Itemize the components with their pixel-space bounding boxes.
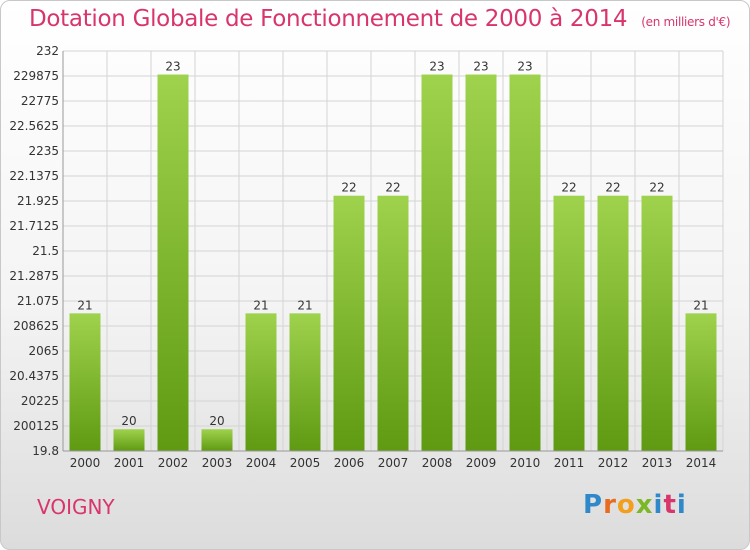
x-tick-label: 2006: [334, 456, 365, 470]
bar: [377, 195, 409, 451]
data-label: 23: [429, 60, 444, 74]
bar: [113, 429, 145, 451]
chart-title: Dotation Globale de Fonctionnement de 20…: [29, 6, 731, 32]
y-tick-label: 21.5: [32, 244, 59, 258]
data-label: 22: [649, 181, 664, 195]
bars: 21 20 23 20 21 21 22 22 23 23 23 22 22 22 21: [69, 60, 717, 451]
y-tick-label: 229875: [13, 69, 59, 83]
x-tick-label: 2007: [378, 456, 409, 470]
commune-name: VOIGNY: [37, 495, 115, 519]
x-tick-label: 2003: [202, 456, 233, 470]
bar: [157, 74, 189, 451]
data-label: 23: [517, 60, 532, 74]
x-tick-label: 2011: [554, 456, 585, 470]
x-tick-label: 2004: [246, 456, 277, 470]
x-tick-label: 2005: [290, 456, 321, 470]
bar: [245, 313, 277, 451]
y-tick-label: 21.2875: [9, 269, 59, 283]
bar: [509, 74, 541, 451]
x-tick-label: 2000: [70, 456, 101, 470]
x-tick-label: 2014: [686, 456, 717, 470]
y-tick-label: 19.8: [32, 444, 59, 458]
chart-title-text: Dotation Globale de Fonctionnement de 20…: [29, 6, 628, 32]
y-tick-label: 200125: [13, 419, 59, 433]
x-tick-label: 2012: [598, 456, 629, 470]
y-tick-label: 2235: [28, 144, 59, 158]
data-label: 20: [209, 414, 224, 428]
y-tick-label: 22.5625: [9, 119, 59, 133]
y-tick-label: 20225: [21, 394, 59, 408]
logo-letter: P: [583, 490, 604, 520]
bar: [553, 195, 585, 451]
bar: [685, 313, 717, 451]
y-tick-label: 20.4375: [9, 369, 59, 383]
x-tick-label: 2009: [466, 456, 497, 470]
y-tick-label: 208625: [13, 319, 59, 333]
y-tick-label: 22775: [21, 94, 59, 108]
bar: [333, 195, 365, 451]
data-label: 22: [561, 181, 576, 195]
data-label: 23: [165, 60, 180, 74]
data-label: 22: [605, 181, 620, 195]
data-label: 22: [385, 181, 400, 195]
data-label: 22: [341, 181, 356, 195]
x-tick-label: 2013: [642, 456, 673, 470]
bar: [465, 74, 497, 451]
logo-letter: x: [635, 490, 654, 520]
axes: 19.8 200125 20225 20.4375 2065 208625 21.075 21…: [9, 44, 723, 470]
bar: [69, 313, 101, 451]
x-tick-label: 2001: [114, 456, 145, 470]
data-label: 23: [473, 60, 488, 74]
y-tick-label: 21.7125: [9, 219, 59, 233]
y-tick-label: 21.925: [17, 194, 59, 208]
logo-letter: r: [603, 490, 617, 520]
y-tick-label: 2065: [28, 344, 59, 358]
data-label: 21: [253, 298, 268, 312]
data-label: 21: [297, 298, 312, 312]
logo-letter: o: [616, 490, 636, 520]
data-label: 21: [77, 298, 92, 312]
logo-letter: i: [653, 490, 664, 520]
bar: [421, 74, 453, 451]
bar: [597, 195, 629, 451]
y-tick-label: 232: [36, 44, 59, 58]
bar: [289, 313, 321, 451]
logo-letter: i: [676, 490, 687, 520]
chart-subtitle: (en milliers d'€): [641, 15, 731, 29]
x-tick-label: 2002: [158, 456, 189, 470]
bar: [641, 195, 673, 451]
data-label: 21: [693, 298, 708, 312]
proxiti-logo[interactable]: Proxiti: [583, 490, 687, 520]
x-tick-label: 2010: [510, 456, 541, 470]
x-tick-label: 2008: [422, 456, 453, 470]
bar: [201, 429, 233, 451]
y-tick-label: 21.075: [17, 294, 59, 308]
y-tick-label: 22.1375: [9, 169, 59, 183]
data-label: 20: [121, 414, 136, 428]
logo-letter: t: [663, 490, 677, 520]
